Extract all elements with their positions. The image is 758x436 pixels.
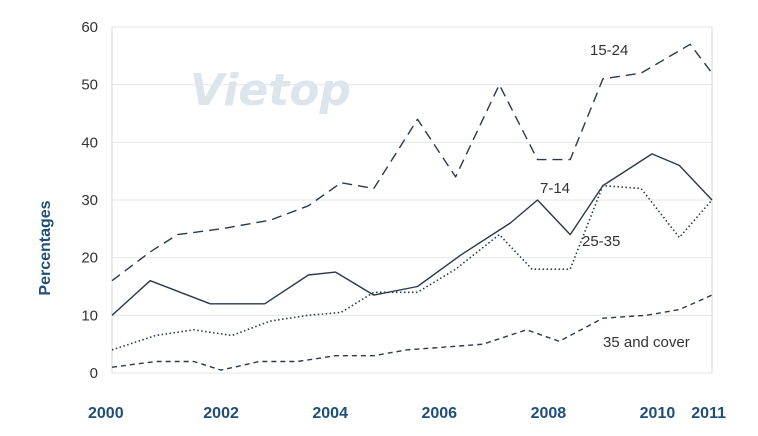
series-line-2 [111, 184, 713, 351]
series-line-3 [111, 294, 713, 371]
series-label: 25-35 [582, 233, 620, 250]
series-label: 7-14 [540, 180, 570, 197]
y-tick-label: 10 [81, 307, 98, 324]
x-tick-label: 2000 [88, 405, 124, 422]
series-labels: 15-24 7-14 25-35 35 and cover [540, 42, 690, 351]
y-tick-label: 20 [81, 250, 98, 267]
x-tick-label: 2006 [421, 405, 457, 422]
x-tick-label: 2011 [691, 405, 726, 422]
series-line-1 [111, 153, 713, 316]
x-tick-label: 2010 [640, 405, 676, 422]
watermark-logo: Vietop [190, 65, 351, 116]
x-tick-label: 2002 [203, 405, 239, 422]
series-line-0 [111, 43, 713, 282]
y-tick-label: 30 [81, 192, 98, 209]
series-label: 15-24 [590, 42, 628, 59]
y-tick-label: 60 [81, 19, 98, 36]
y-tick-label: 0 [90, 365, 98, 382]
series-label: 35 and cover [603, 334, 690, 351]
y-tick-label: 40 [81, 134, 98, 151]
x-axis-ticks: 2000 2002 2004 2006 2008 2010 2011 [88, 405, 726, 422]
x-tick-label: 2008 [531, 405, 567, 422]
y-tick-label: 50 [81, 77, 98, 94]
series-lines [111, 43, 713, 371]
y-axis-ticks: 0 10 20 30 40 50 60 [81, 19, 98, 382]
y-axis-label: Percentages [37, 200, 54, 295]
x-tick-label: 2004 [312, 405, 348, 422]
grid-lines [111, 26, 713, 374]
